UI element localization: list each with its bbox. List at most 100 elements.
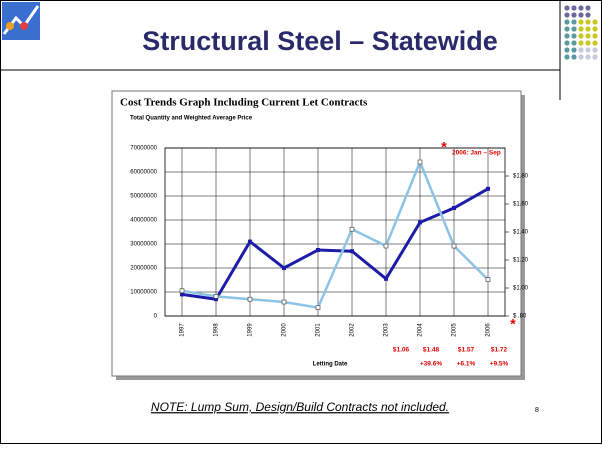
y2-tick-label: $ .80 [513, 314, 527, 320]
dot [571, 47, 577, 53]
point [349, 226, 355, 232]
point [180, 292, 184, 297]
series-line [181, 187, 489, 301]
point [485, 277, 491, 282]
point [383, 243, 389, 249]
x-tick-label: 2004 [418, 323, 424, 337]
dot [578, 54, 584, 60]
annotation: 2006: Jan – Sep [452, 150, 501, 157]
dot [564, 26, 570, 32]
dot [578, 40, 584, 46]
point [282, 266, 286, 270]
dot [578, 26, 584, 32]
annotation: $1.72 [491, 347, 508, 354]
point [451, 243, 457, 249]
dot [571, 26, 577, 32]
dot [592, 26, 598, 32]
page-number: 8 [535, 407, 539, 414]
y-tick-label: 40000000 [130, 218, 157, 224]
dot [578, 33, 584, 39]
y-tick-label: 60000000 [130, 170, 157, 176]
annotation: $1.57 [458, 347, 475, 354]
x-tick-label: 2005 [452, 323, 458, 337]
annotation: $1.48 [423, 347, 440, 354]
y2-tick-label: $1.40 [513, 230, 529, 236]
point [315, 305, 321, 310]
dot [585, 33, 591, 39]
y2-tick-label: $1.20 [513, 258, 529, 264]
dot [571, 5, 577, 11]
annotation: $1.06 [393, 347, 410, 354]
logo-icon [2, 2, 40, 40]
dot [571, 12, 577, 18]
dot [585, 54, 591, 60]
dot [564, 5, 570, 11]
dot [564, 40, 570, 46]
dot [585, 47, 591, 53]
x-tick-label: 1997 [180, 323, 186, 337]
chart-title: Cost Trends Graph Including Current Let … [120, 97, 368, 109]
dot [578, 5, 584, 11]
point [350, 249, 354, 254]
y-tick-label: 70000000 [130, 146, 157, 152]
annotation: * [441, 139, 447, 155]
x-tick-label: 2000 [282, 323, 288, 337]
point [316, 248, 320, 252]
dot [592, 40, 598, 46]
annotation: +6.1% [457, 361, 476, 368]
point [281, 299, 287, 305]
note: NOTE: Lump Sum, Design/Build Contracts n… [151, 400, 449, 414]
annotation: * [510, 316, 516, 332]
x-tick-label: 2006 [486, 323, 492, 337]
dot [592, 19, 598, 25]
point [486, 186, 490, 191]
dot [571, 33, 577, 39]
point [214, 297, 218, 302]
point [248, 239, 252, 244]
dot [564, 54, 570, 60]
dot [592, 54, 598, 60]
dot [564, 33, 570, 39]
dot [585, 19, 591, 25]
x-tick-label: 2001 [316, 323, 322, 337]
dot [585, 12, 591, 18]
dot [564, 19, 570, 25]
point [179, 288, 185, 294]
series-line [181, 158, 489, 309]
point [417, 159, 423, 165]
dot [585, 5, 591, 11]
dot [571, 54, 577, 60]
y-tick-label: 30000000 [130, 242, 157, 248]
point [418, 220, 422, 225]
dot-decoration [564, 5, 598, 60]
point [213, 294, 219, 299]
x-tick-label: 1998 [214, 323, 220, 337]
point [452, 206, 456, 210]
y2-tick-label: $1.80 [513, 174, 529, 180]
annotation: +9.5% [490, 361, 509, 368]
dot [585, 40, 591, 46]
y2-tick-label: $1.60 [513, 202, 529, 208]
y-tick-label: 10000000 [130, 290, 157, 296]
dot [571, 19, 577, 25]
dot [592, 33, 598, 39]
dot [578, 12, 584, 18]
dot [578, 47, 584, 53]
x-axis-label: Letting Date [313, 362, 348, 368]
dot [578, 19, 584, 25]
y-tick-label: 0 [154, 314, 158, 320]
chart-subtitle: Total Quantity and Weighted Average Pric… [130, 116, 253, 122]
y-tick-label: 50000000 [130, 194, 157, 200]
dot [564, 47, 570, 53]
x-tick-label: 2002 [350, 323, 356, 337]
x-tick-label: 2003 [384, 323, 390, 337]
annotation: +39.6% [420, 361, 442, 368]
slide-title: Structural Steel – Statewide [142, 26, 498, 56]
dot [564, 12, 570, 18]
point [247, 296, 253, 302]
point [384, 276, 388, 281]
y2-tick-label: $1.00 [513, 286, 529, 292]
y-tick-label: 20000000 [130, 266, 157, 272]
